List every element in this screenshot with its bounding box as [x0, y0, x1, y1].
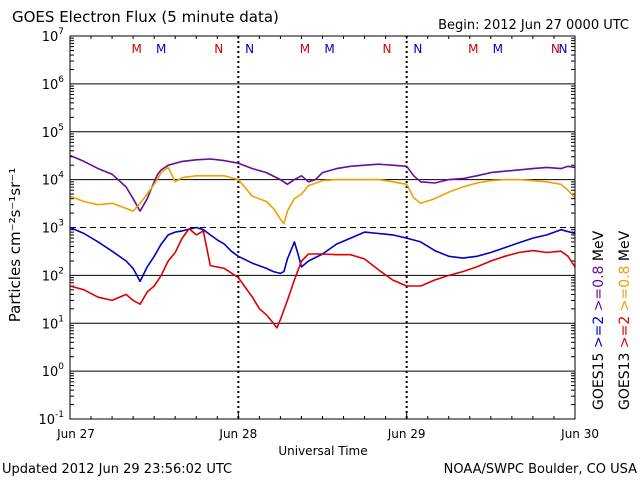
- y-tick-exponent: 2: [58, 266, 64, 276]
- marker-label: M: [324, 42, 334, 56]
- credit-label: NOAA/SWPC Boulder, CO USA: [444, 462, 637, 477]
- y-tick-label: 100: [42, 362, 65, 380]
- satellite-markers: M M N N M M N N M M NN: [131, 42, 567, 56]
- legend-goes15-sat: GOES15: [591, 353, 607, 410]
- y-tick-label: 10-1: [38, 410, 64, 428]
- y-tick-label: 104: [42, 171, 65, 189]
- legend-goes15-label: GOES15 >=2 >=0.8 MeV: [591, 230, 607, 410]
- begin-label: Begin: 2012 Jun 27 0000 UTC: [438, 18, 629, 33]
- marker-label: N: [551, 42, 560, 56]
- y-tick-exponent: 6: [58, 75, 64, 85]
- updated-timestamp: Updated 2012 Jun 29 23:56:02 UTC: [2, 462, 232, 477]
- legend-goes15-ge08: >=0.8: [591, 266, 607, 312]
- x-tick-label: Jun 29: [387, 427, 426, 441]
- marker-label: M: [156, 42, 166, 56]
- marker-label: M: [300, 42, 310, 56]
- series-line-2: [69, 226, 576, 283]
- gridlines: [69, 36, 576, 419]
- y-tick-base: 10: [42, 317, 59, 332]
- marker-label: M: [493, 42, 503, 56]
- x-tick-label: Jun 27: [56, 427, 95, 441]
- x-axis-label: Universal Time: [278, 444, 367, 458]
- marker-label: N: [245, 42, 254, 56]
- legend-goes15-unit: MeV: [591, 230, 607, 261]
- y-tick-label: 106: [42, 75, 65, 93]
- y-axis-label: Particles cm⁻²s⁻¹sr⁻¹: [6, 168, 24, 322]
- y-tick-exponent: 1: [58, 314, 64, 324]
- legend-goes13-ge2: >=2: [617, 316, 633, 348]
- y-tick-base: 10: [42, 126, 59, 141]
- y-tick-exponent: 4: [58, 171, 64, 181]
- y-tick-base: 10: [42, 78, 59, 93]
- y-tick-base: 10: [42, 365, 59, 380]
- legend-goes13-label: GOES13 >=2 >=0.8 MeV: [617, 230, 633, 410]
- y-tick-base: 10: [38, 413, 55, 428]
- chart-title: GOES Electron Flux (5 minute data): [12, 8, 279, 26]
- x-tick-label: Jun 30: [560, 427, 599, 441]
- y-tick-exponent: -1: [55, 410, 64, 420]
- y-tick-label: 103: [42, 219, 64, 237]
- marker-label: N: [559, 42, 568, 56]
- y-tick-label: 101: [42, 314, 64, 332]
- legend-goes15-ge2: >=2: [591, 316, 607, 348]
- x-tick-labels: Jun 27 Jun 28 Jun 29 Jun 30: [56, 427, 599, 441]
- series-line-0: [69, 154, 576, 212]
- series-line-1: [69, 166, 576, 225]
- x-tick-label: Jun 28: [218, 427, 257, 441]
- legend-goes13-sat: GOES13: [617, 353, 633, 410]
- y-tick-exponent: 3: [58, 219, 64, 229]
- legend-goes13-ge08: >=0.8: [617, 266, 633, 312]
- legend: GOES15 >=2 >=0.8 MeV GOES13 >=2 >=0.8 Me…: [591, 230, 633, 410]
- y-tick-base: 10: [42, 30, 59, 45]
- y-tick-label: 105: [42, 123, 64, 141]
- legend-goes13-unit: MeV: [617, 230, 633, 261]
- marker-label: M: [468, 42, 478, 56]
- series-line-3: [69, 227, 576, 329]
- y-tick-exponent: 7: [58, 27, 64, 37]
- marker-label: N: [413, 42, 422, 56]
- marker-label: N: [214, 42, 223, 56]
- marker-label: N: [383, 42, 392, 56]
- data-series: [69, 154, 576, 329]
- y-tick-base: 10: [42, 174, 59, 189]
- y-tick-label: 107: [42, 27, 64, 45]
- y-tick-exponent: 5: [58, 123, 64, 133]
- y-tick-base: 10: [42, 269, 59, 284]
- y-tick-label: 102: [42, 266, 64, 284]
- plot-frame: [69, 35, 576, 420]
- y-tick-exponent: 0: [58, 362, 64, 372]
- y-tick-base: 10: [42, 222, 59, 237]
- marker-label: M: [131, 42, 141, 56]
